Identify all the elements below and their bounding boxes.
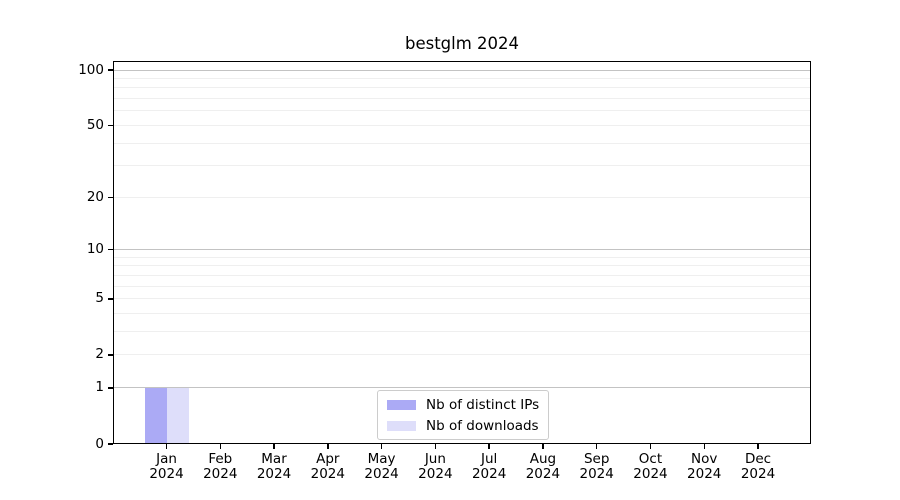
minor-gridline bbox=[114, 87, 810, 89]
x-tick-label: May 2024 bbox=[350, 452, 414, 481]
minor-gridline bbox=[114, 285, 810, 287]
minor-gridline bbox=[114, 124, 810, 126]
legend-swatch-downloads bbox=[387, 420, 416, 431]
x-tick-month: Jan bbox=[156, 451, 177, 467]
x-tick-mark bbox=[380, 444, 383, 450]
chart-title: bestglm 2024 bbox=[404, 34, 520, 53]
minor-gridline bbox=[114, 265, 810, 267]
minor-gridline bbox=[114, 275, 810, 277]
legend-label-distinct-ips: Nb of distinct IPs bbox=[426, 396, 540, 413]
x-tick-mark bbox=[327, 444, 329, 450]
y-tick-mark bbox=[107, 69, 113, 71]
minor-gridline bbox=[114, 298, 810, 300]
x-tick-year: 2024 bbox=[633, 465, 668, 482]
x-tick-mark bbox=[488, 444, 490, 450]
x-tick-mark bbox=[273, 444, 275, 450]
y-tick-label: 20 bbox=[86, 188, 104, 205]
major-gridline bbox=[114, 249, 810, 251]
major-gridline bbox=[114, 387, 810, 389]
x-tick-mark bbox=[542, 444, 544, 450]
x-tick-month: Jul bbox=[480, 451, 498, 467]
x-tick-year: 2024 bbox=[149, 465, 184, 482]
x-tick-month: May bbox=[367, 451, 396, 467]
x-tick-month: Mar bbox=[261, 451, 287, 467]
legend: Nb of distinct IPs Nb of downloads bbox=[377, 390, 550, 440]
x-tick-mark bbox=[219, 444, 221, 450]
y-tick-mark bbox=[107, 124, 113, 127]
x-tick-year: 2024 bbox=[525, 465, 561, 482]
x-tick-month: Nov bbox=[691, 451, 718, 467]
legend-item-distinct-ips: Nb of distinct IPs bbox=[387, 396, 539, 413]
major-gridline bbox=[114, 69, 810, 71]
y-tick-mark bbox=[107, 387, 113, 389]
minor-gridline bbox=[114, 196, 810, 198]
y-tick-mark bbox=[107, 249, 113, 251]
y-tick-label: 100 bbox=[78, 61, 104, 78]
x-tick-year: 2024 bbox=[418, 465, 453, 482]
minor-gridline bbox=[114, 313, 810, 315]
x-tick-year: 2024 bbox=[364, 465, 399, 482]
x-tick-label: Mar 2024 bbox=[242, 452, 306, 481]
x-tick-month: Sep bbox=[583, 451, 610, 467]
plot-frame bbox=[113, 61, 811, 444]
legend-item-downloads: Nb of downloads bbox=[387, 417, 539, 434]
x-tick-month: Aug bbox=[529, 451, 557, 467]
x-tick-year: 2024 bbox=[740, 465, 776, 482]
x-tick-mark bbox=[595, 444, 598, 450]
x-tick-year: 2024 bbox=[256, 465, 292, 482]
minor-gridline bbox=[114, 78, 810, 80]
x-tick-month: Feb bbox=[208, 451, 233, 467]
x-tick-year: 2024 bbox=[687, 465, 722, 482]
x-tick-mark bbox=[434, 444, 437, 450]
y-tick-mark bbox=[107, 298, 113, 300]
minor-gridline bbox=[114, 165, 810, 167]
x-tick-label: Jun 2024 bbox=[403, 452, 467, 481]
y-tick-mark bbox=[107, 196, 113, 199]
x-tick-year: 2024 bbox=[471, 465, 507, 482]
x-tick-label: Feb 2024 bbox=[188, 452, 252, 481]
minor-gridline bbox=[114, 98, 810, 100]
x-tick-mark bbox=[703, 444, 705, 450]
x-tick-label: Dec 2024 bbox=[726, 452, 790, 481]
x-tick-month: Apr bbox=[316, 451, 340, 467]
legend-label-downloads: Nb of downloads bbox=[426, 417, 539, 434]
x-tick-mark bbox=[649, 444, 652, 450]
x-tick-label: Oct 2024 bbox=[618, 452, 682, 481]
legend-swatch-distinct-ips bbox=[387, 399, 416, 410]
x-tick-label: Sep 2024 bbox=[565, 452, 629, 481]
minor-gridline bbox=[114, 331, 810, 333]
y-tick-label: 10 bbox=[86, 241, 104, 258]
minor-gridline bbox=[114, 110, 810, 112]
minor-gridline bbox=[114, 354, 810, 356]
x-tick-year: 2024 bbox=[310, 465, 345, 482]
y-tick-label: 1 bbox=[95, 379, 104, 396]
bar-distinct-ips bbox=[144, 387, 167, 443]
y-tick-mark bbox=[107, 354, 113, 356]
x-tick-mark bbox=[165, 444, 168, 450]
x-tick-label: Apr 2024 bbox=[296, 452, 360, 481]
x-tick-mark bbox=[757, 444, 759, 450]
x-tick-label: Jan 2024 bbox=[135, 452, 199, 481]
x-tick-label: Nov 2024 bbox=[672, 452, 736, 481]
x-tick-month: Oct bbox=[638, 451, 663, 467]
x-tick-month: Dec bbox=[744, 451, 772, 467]
minor-gridline bbox=[114, 142, 810, 144]
y-tick-label: 50 bbox=[86, 116, 104, 133]
y-tick-mark bbox=[107, 443, 113, 445]
minor-gridline bbox=[114, 256, 810, 258]
x-tick-label: Jul 2024 bbox=[457, 452, 521, 481]
x-tick-year: 2024 bbox=[579, 465, 614, 482]
y-tick-label: 5 bbox=[95, 290, 104, 307]
x-tick-year: 2024 bbox=[203, 465, 238, 482]
bar-downloads bbox=[166, 387, 189, 443]
y-tick-label: 2 bbox=[95, 346, 104, 363]
y-tick-label: 0 bbox=[95, 435, 104, 452]
x-tick-label: Aug 2024 bbox=[511, 452, 575, 481]
x-tick-month: Jun bbox=[424, 451, 446, 467]
